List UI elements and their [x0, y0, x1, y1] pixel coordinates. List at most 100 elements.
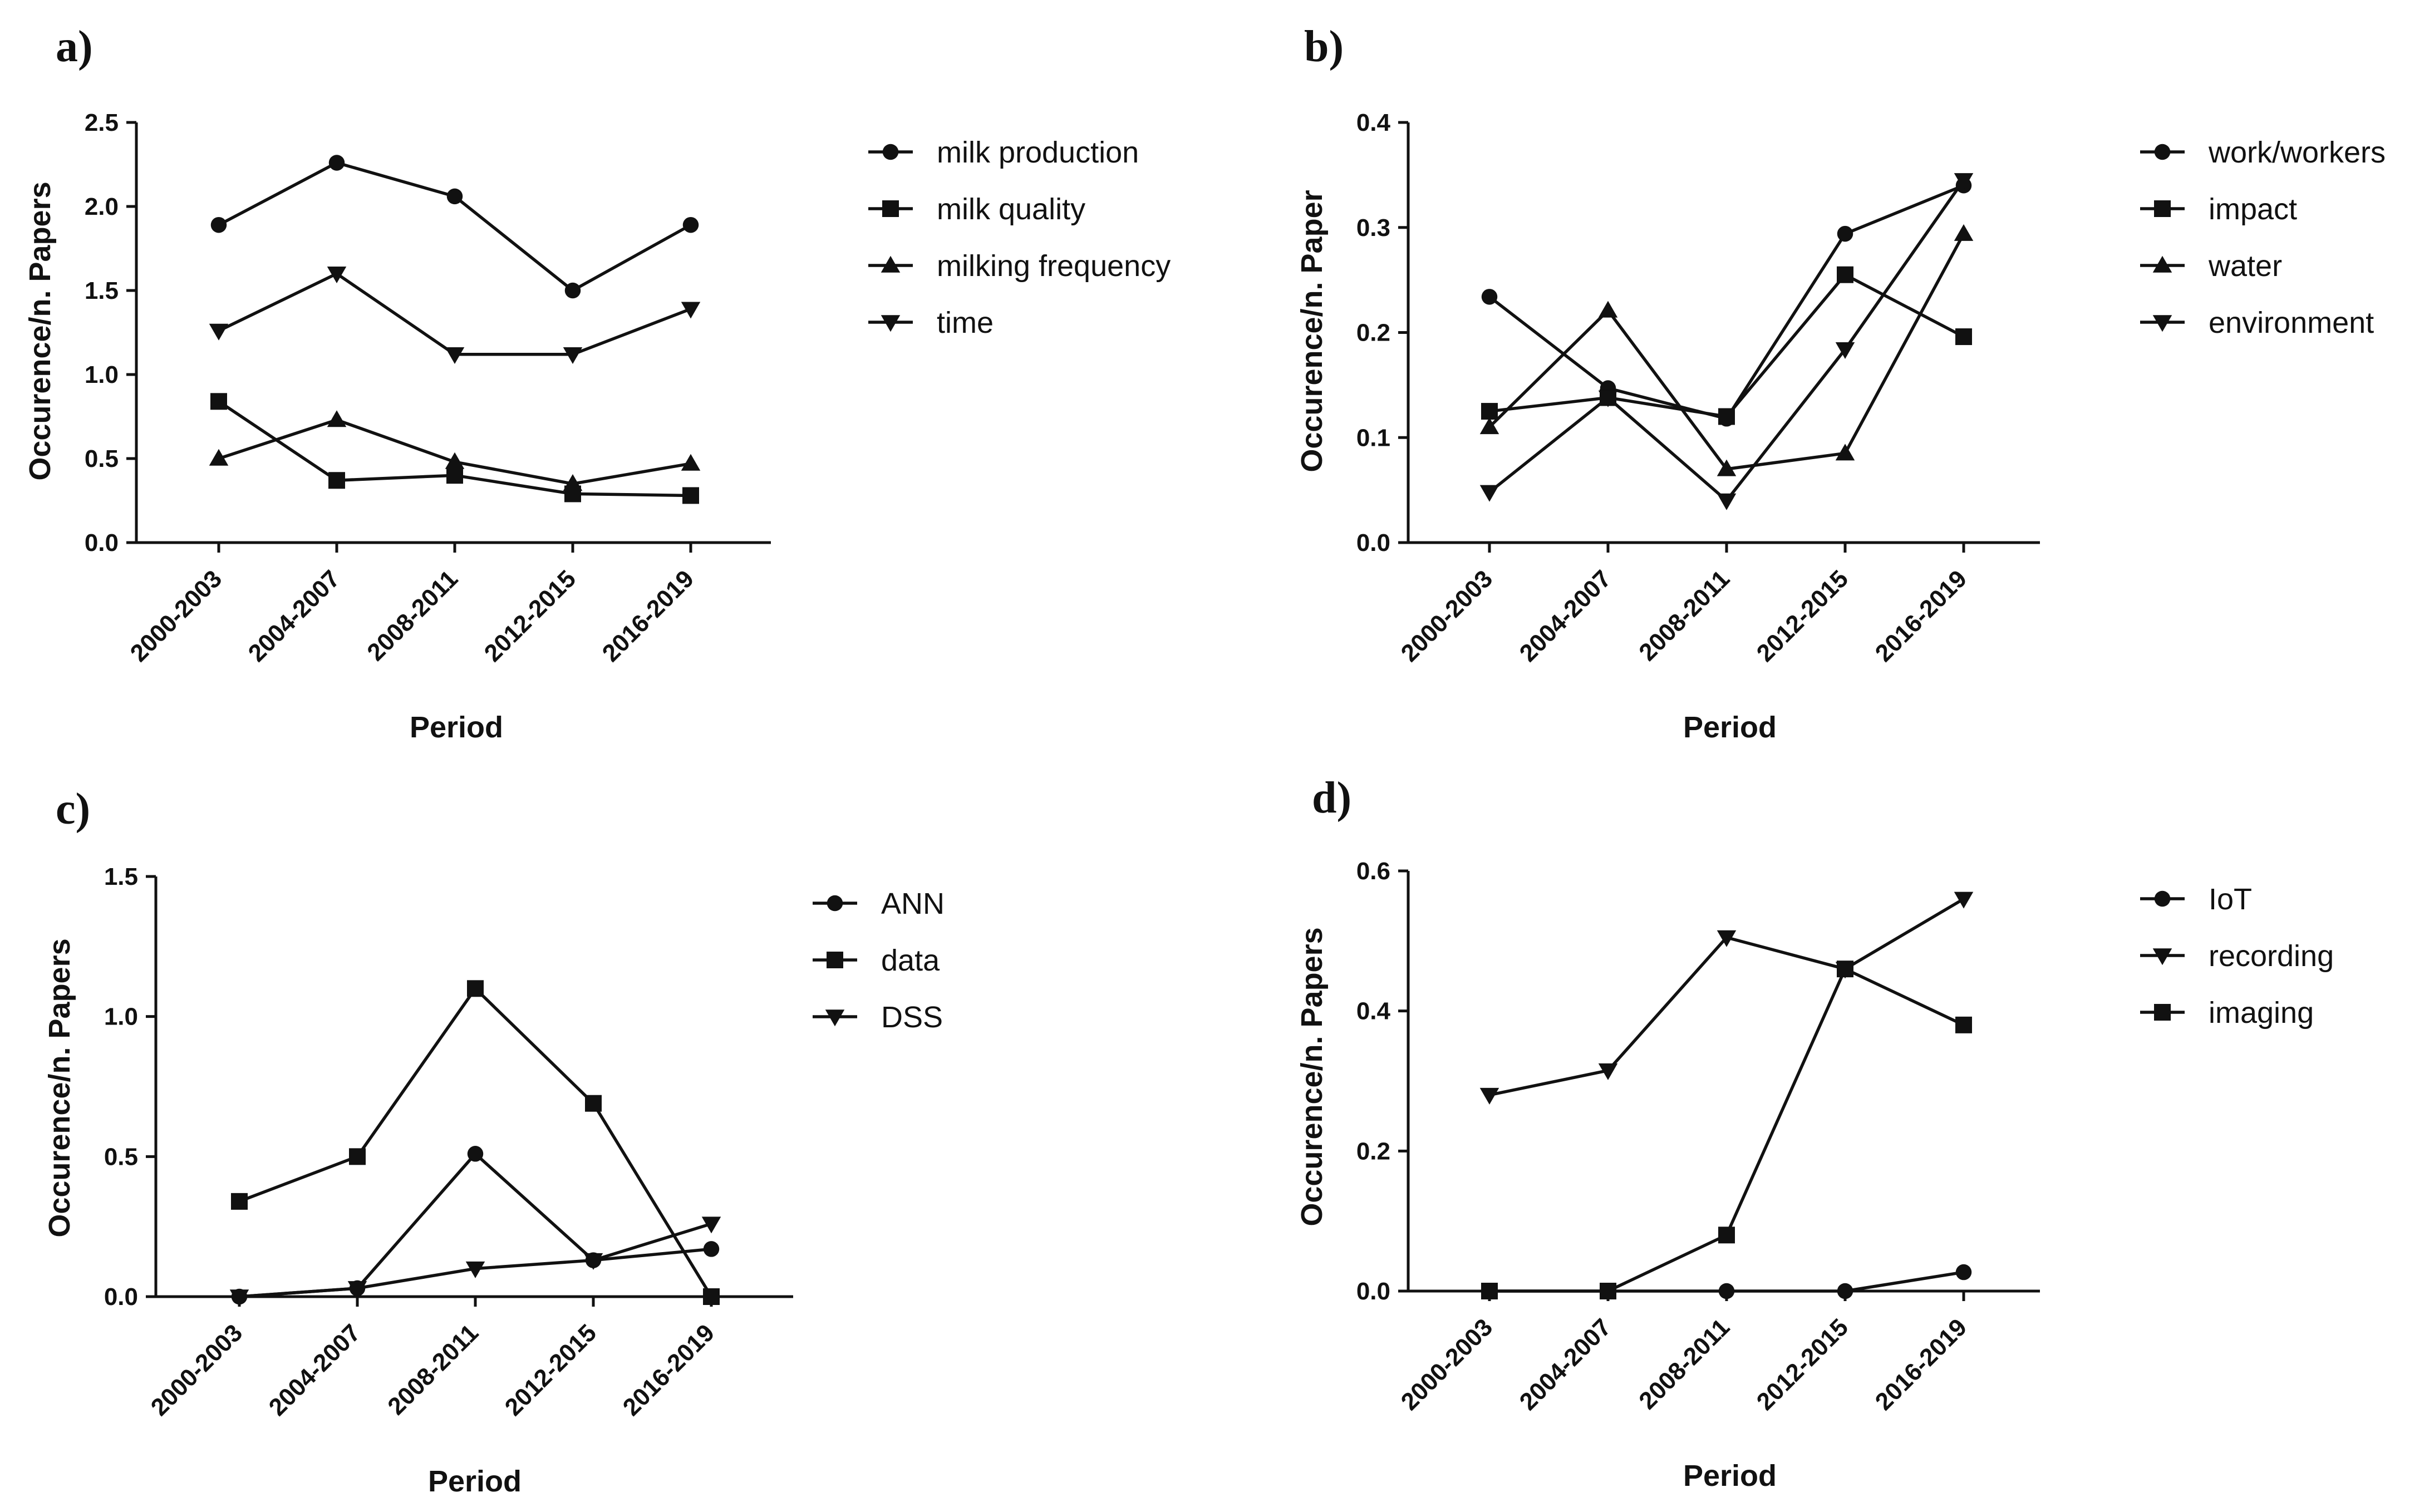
legend-item: ANN: [813, 887, 945, 920]
panel-letter-b: b): [1304, 22, 1344, 71]
series-line-data: [239, 986, 713, 1298]
legend-item: milk production: [868, 136, 1139, 169]
data-point: [1598, 390, 1618, 407]
data-point: [1481, 403, 1498, 420]
legend-label: work/workers: [2208, 136, 2386, 169]
legend-label: IoT: [2209, 883, 2252, 916]
data-point: [1481, 289, 1498, 305]
data-point: [229, 1289, 249, 1307]
data-point: [210, 216, 227, 233]
legend-marker: [2152, 255, 2172, 273]
panel-letter-d: d): [1312, 774, 1351, 823]
legend-marker: [827, 895, 843, 912]
legend-label: water: [2208, 249, 2282, 283]
legend-label: milking frequency: [937, 249, 1171, 283]
data-point: [209, 449, 229, 466]
chart-panel-d: d) Occurence/n. Papers Period 0.0 0.2 0.4 0…: [1295, 774, 2334, 1493]
data-point: [1837, 225, 1853, 242]
data-point: [1954, 224, 1974, 241]
legend-marker: [825, 1009, 845, 1027]
legend-item: data: [813, 944, 940, 977]
data-point: [1479, 485, 1499, 502]
x-tick-label: 2000-2003: [146, 1319, 248, 1421]
panel-letter-a: a): [56, 22, 93, 71]
y-tick-label: 0.2: [1356, 319, 1390, 347]
x-tick-label: 2016-2019: [618, 1319, 720, 1421]
data-point: [585, 1095, 602, 1112]
chart-panel-b: b) Occurence/n. Paper Period 0.0 0.1 0.2 0.…: [1295, 22, 2386, 744]
data-point: [563, 347, 583, 365]
legend-marker: [2154, 144, 2171, 160]
series-line-milk-production: [218, 161, 692, 293]
data-point: [701, 1217, 721, 1234]
data-point: [1835, 444, 1855, 461]
series-line-environment: [1488, 179, 1965, 503]
x-tick-label: 2012-2015: [500, 1319, 602, 1421]
legend-label: DSS: [881, 1001, 943, 1034]
y-tick-label: 1.5: [85, 277, 119, 304]
series-line-impact: [1489, 273, 1965, 418]
legend-item: time: [868, 306, 994, 339]
data-point: [347, 1281, 367, 1298]
y-tick-label: 2.5: [85, 109, 119, 136]
data-point: [327, 267, 347, 284]
x-axis-title-c: Period: [428, 1465, 522, 1498]
x-tick-label: 2008-2011: [382, 1319, 484, 1420]
data-point: [1955, 328, 1972, 346]
y-tick-label: 0.5: [85, 445, 119, 472]
data-point: [209, 323, 229, 341]
y-axis-title-c: Occurence/n. Papers: [43, 938, 76, 1237]
data-point: [1717, 493, 1737, 510]
y-axis-title-b: Occurence/n. Paper: [1295, 190, 1329, 472]
y-axis-title-a: Occurence/n. Papers: [23, 181, 57, 480]
legend-marker: [882, 200, 899, 217]
data-point: [1837, 961, 1853, 978]
legend-marker: [2152, 315, 2172, 332]
legend-marker: [827, 952, 843, 968]
legend-item: work/workers: [2140, 136, 2386, 169]
legend-item: milking frequency: [868, 249, 1171, 283]
legend-label: milk production: [937, 136, 1139, 169]
y-tick-label: 0.6: [1356, 858, 1390, 885]
y-tick-label: 2.0: [85, 193, 119, 220]
data-point: [465, 1261, 485, 1278]
data-point: [1598, 1063, 1618, 1080]
legend-item: recording: [2140, 939, 2334, 973]
data-point: [210, 393, 227, 410]
series-line-time: [218, 272, 691, 356]
x-tick-label: 2004-2007: [264, 1319, 366, 1421]
x-tick-label: 2012-2015: [479, 565, 581, 667]
y-tick-label: 1.0: [85, 361, 119, 388]
x-tick-label: 2004-2007: [1515, 1313, 1616, 1415]
data-point: [328, 472, 345, 489]
legend-label: milk quality: [937, 193, 1085, 226]
x-tick-label: 2004-2007: [243, 565, 345, 667]
x-tick-label: 2000-2003: [1396, 565, 1498, 667]
data-point: [682, 487, 699, 504]
legend-marker: [2152, 948, 2172, 966]
legend-marker: [881, 255, 901, 273]
y-tick-label: 0.0: [1356, 1278, 1390, 1305]
data-point: [349, 1148, 366, 1165]
legend-label: impact: [2209, 193, 2297, 226]
x-tick-label: 2016-2019: [597, 565, 699, 667]
data-point: [1481, 1283, 1498, 1299]
x-tick-label: 2000-2003: [1396, 1313, 1498, 1415]
x-tick-label: 2000-2003: [125, 565, 227, 667]
y-tick-label: 0.0: [1356, 529, 1390, 556]
y-tick-label: 0.1: [1356, 424, 1390, 451]
series-line-recording: [1489, 897, 1965, 1097]
legend-item: water: [2140, 249, 2282, 283]
x-tick-label: 2008-2011: [1634, 1313, 1735, 1415]
y-tick-label: 0.3: [1356, 214, 1390, 242]
legend-marker: [2154, 1004, 2171, 1021]
data-point: [467, 980, 484, 997]
x-axis-title-b: Period: [1683, 711, 1777, 744]
data-point: [682, 216, 699, 233]
data-point: [445, 452, 465, 469]
data-point: [445, 347, 465, 365]
data-point: [1835, 342, 1855, 359]
y-tick-label: 0.0: [85, 529, 119, 556]
data-point: [1717, 930, 1737, 947]
legend-label: data: [881, 944, 940, 977]
